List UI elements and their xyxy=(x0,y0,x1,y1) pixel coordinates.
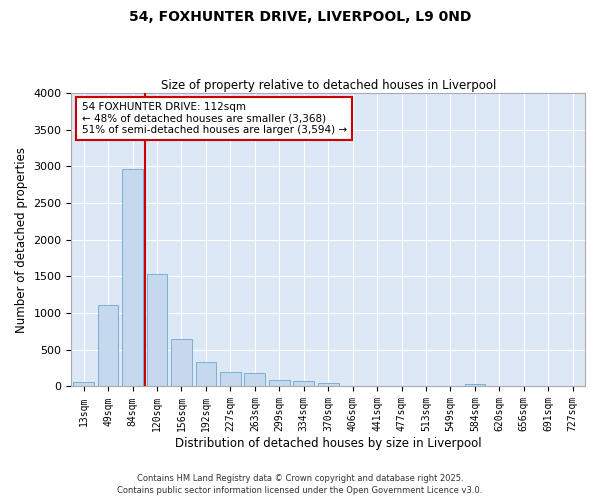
Bar xyxy=(98,305,118,386)
Text: Contains HM Land Registry data © Crown copyright and database right 2025.
Contai: Contains HM Land Registry data © Crown c… xyxy=(118,474,482,495)
Y-axis label: Number of detached properties: Number of detached properties xyxy=(15,147,28,333)
Bar xyxy=(146,274,167,386)
Bar xyxy=(293,381,314,386)
Bar xyxy=(122,168,143,386)
Bar xyxy=(244,373,265,386)
Title: Size of property relative to detached houses in Liverpool: Size of property relative to detached ho… xyxy=(161,79,496,92)
Text: 54, FOXHUNTER DRIVE, LIVERPOOL, L9 0ND: 54, FOXHUNTER DRIVE, LIVERPOOL, L9 0ND xyxy=(129,10,471,24)
Bar xyxy=(73,382,94,386)
Bar xyxy=(269,380,290,386)
X-axis label: Distribution of detached houses by size in Liverpool: Distribution of detached houses by size … xyxy=(175,437,482,450)
Bar xyxy=(464,384,485,386)
Bar xyxy=(196,362,217,386)
Bar xyxy=(220,372,241,386)
Bar xyxy=(171,339,192,386)
Text: 54 FOXHUNTER DRIVE: 112sqm
← 48% of detached houses are smaller (3,368)
51% of s: 54 FOXHUNTER DRIVE: 112sqm ← 48% of deta… xyxy=(82,102,347,135)
Bar xyxy=(318,383,338,386)
